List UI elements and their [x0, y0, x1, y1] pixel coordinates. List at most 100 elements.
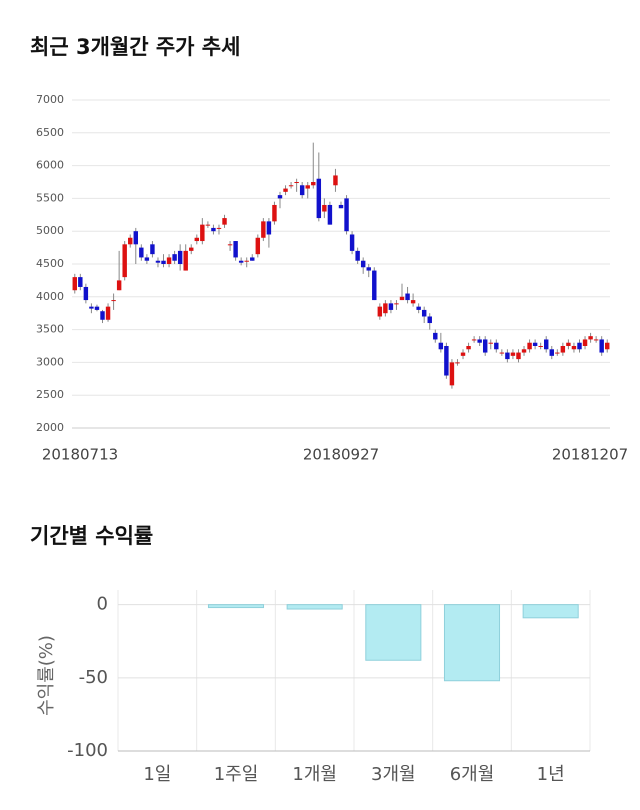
candle-body — [211, 227, 216, 232]
candle-body — [150, 244, 155, 255]
candle-body — [538, 346, 543, 347]
chart-title: 기간별 수익률 — [30, 524, 153, 548]
candle-body — [383, 303, 388, 314]
x-tick-label: 20180713 — [42, 446, 118, 464]
y-tick-label: -100 — [67, 740, 108, 761]
candle-body — [577, 342, 582, 350]
candle-body — [488, 342, 493, 344]
x-tick-label: 1년 — [537, 764, 565, 785]
y-tick-label: 7000 — [36, 93, 64, 106]
candle-body — [266, 221, 272, 235]
candle-body — [133, 231, 139, 245]
candle-body — [238, 260, 244, 263]
candle-body — [582, 339, 588, 346]
candle-body — [421, 309, 427, 317]
candle-body — [471, 339, 477, 341]
y-tick-label: 3000 — [36, 355, 64, 368]
candle-body — [593, 339, 599, 341]
candle-body — [494, 342, 499, 350]
x-tick-label: 6개월 — [450, 764, 495, 785]
candle-body — [111, 300, 116, 302]
candle-body — [299, 185, 305, 196]
candle-body — [377, 306, 383, 317]
candle-body — [250, 257, 255, 261]
x-tick-label: 20181207 — [552, 446, 628, 464]
candle-body — [605, 342, 610, 350]
candle-body — [294, 182, 299, 183]
candle-body — [100, 311, 105, 320]
bar — [286, 604, 343, 610]
candle-body — [105, 306, 111, 320]
candle-body — [555, 352, 560, 354]
x-tick-label: 20180927 — [303, 446, 379, 464]
candle-body — [305, 185, 310, 189]
bar — [443, 604, 501, 682]
candle-body — [477, 339, 482, 343]
candle-body — [183, 250, 188, 271]
candle-body — [83, 286, 89, 301]
candle-body — [128, 237, 133, 245]
candle-body — [189, 247, 194, 251]
candle-body — [116, 280, 122, 291]
candle-body — [333, 175, 338, 186]
candle-body — [344, 198, 349, 232]
candle-body — [527, 342, 532, 350]
candle-body — [216, 227, 222, 229]
candle-body — [388, 303, 394, 310]
candle-body — [139, 247, 144, 258]
candle-body — [449, 362, 455, 386]
y-tick-label: 6000 — [36, 159, 64, 172]
y-tick-label: 5500 — [36, 191, 64, 204]
candle-body — [510, 352, 516, 356]
candle-body — [438, 342, 444, 350]
y-tick-label: 0 — [97, 594, 108, 615]
y-tick-label: -50 — [79, 667, 108, 688]
candle-body — [316, 178, 322, 219]
candle-body — [166, 257, 172, 264]
candle-body — [233, 241, 238, 258]
candle-body — [499, 352, 505, 354]
y-axis-label: 수익률(%) — [36, 635, 57, 716]
x-tick-label: 1일 — [143, 764, 171, 785]
candle-body — [155, 260, 161, 263]
candle-body — [244, 260, 249, 262]
candle-body — [427, 316, 432, 324]
candle-body — [532, 342, 538, 346]
candle-body — [161, 260, 166, 264]
x-tick-label: 3개월 — [371, 764, 416, 785]
candle-body — [405, 293, 410, 301]
candle-body — [599, 339, 604, 353]
candle-body — [543, 339, 549, 350]
candle-body — [222, 218, 227, 225]
candle-body — [410, 300, 416, 304]
candle-body — [144, 257, 150, 261]
candle-body — [560, 346, 566, 353]
candle-body — [416, 306, 421, 310]
candle-body — [288, 185, 294, 187]
candle-body — [277, 195, 283, 199]
y-tick-label: 5000 — [36, 224, 64, 237]
chart-title: 최근 3개월간 주가 추세 — [30, 35, 240, 59]
candle-body — [172, 254, 177, 261]
candle-body — [505, 352, 510, 360]
candle-body — [338, 204, 344, 209]
candle-body — [366, 267, 371, 271]
candle-body — [72, 277, 77, 291]
candle-body — [283, 188, 288, 192]
candle-body — [177, 250, 183, 264]
candle-body — [571, 346, 577, 350]
candle-body — [372, 270, 377, 301]
candle-body — [394, 303, 399, 305]
y-tick-label: 4000 — [36, 290, 64, 303]
candle-body — [588, 336, 593, 340]
bar — [207, 604, 265, 609]
candle-body — [444, 346, 449, 376]
candle-body — [89, 306, 94, 309]
y-tick-label: 2500 — [36, 388, 64, 401]
candle-body — [349, 234, 355, 251]
x-tick-label: 1주일 — [214, 764, 259, 785]
candle-body — [460, 352, 466, 356]
candle-body — [482, 339, 488, 353]
y-tick-label: 4500 — [36, 257, 64, 270]
